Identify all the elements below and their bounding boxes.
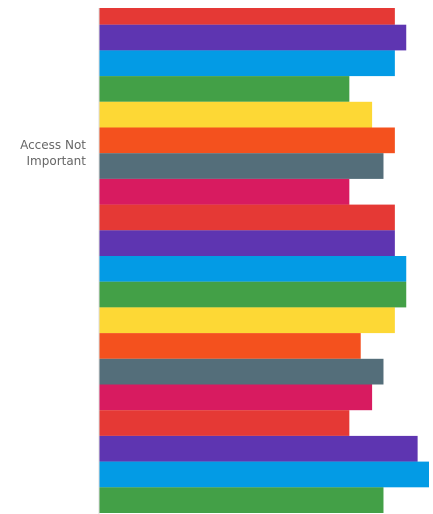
bar: [99, 153, 384, 179]
bar: [99, 8, 395, 25]
category-label: Access Not Important: [20, 138, 86, 168]
bar: [99, 281, 407, 308]
bar: [99, 435, 418, 462]
bar: [99, 461, 429, 488]
bar: [99, 384, 373, 411]
bar: [99, 76, 350, 102]
bar: [99, 358, 384, 385]
bar: [99, 487, 384, 513]
bar: [99, 410, 350, 436]
bar: [99, 24, 407, 51]
bar: [99, 50, 395, 77]
bar: [99, 127, 395, 154]
bar: [99, 307, 395, 334]
bars: [99, 8, 429, 513]
bar: [99, 178, 350, 205]
bar: [99, 256, 407, 282]
bar: [99, 333, 361, 359]
bar: [99, 101, 373, 128]
bar: [99, 230, 395, 256]
bar: [99, 204, 395, 231]
